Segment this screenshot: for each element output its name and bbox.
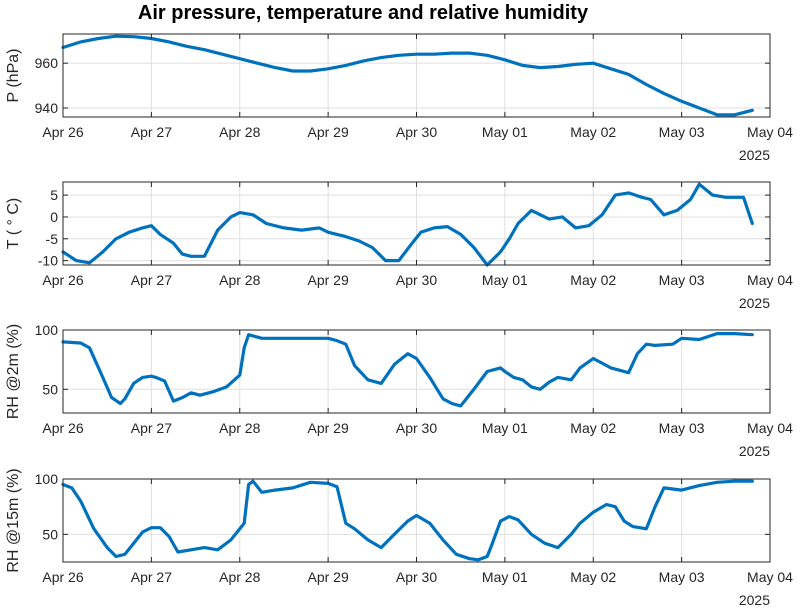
x-tick-label: Apr 28 <box>219 420 260 436</box>
x-tick-label: May 03 <box>659 272 705 288</box>
x-tick-label: May 01 <box>482 569 528 585</box>
y-tick-label: 0 <box>50 209 58 225</box>
x-tick-label: Apr 27 <box>131 272 172 288</box>
x-tick-label: Apr 27 <box>131 420 172 436</box>
x-tick-label: Apr 29 <box>308 272 349 288</box>
x-tick-label: May 02 <box>570 420 616 436</box>
x-tick-label: Apr 29 <box>308 420 349 436</box>
x-year-label: 2025 <box>739 147 770 163</box>
x-tick-label: May 03 <box>659 569 705 585</box>
y-tick-label: 940 <box>35 100 59 116</box>
y-tick-label: 50 <box>42 381 58 397</box>
y-axis-label: T ( ° C) <box>5 198 22 249</box>
y-tick-label: 50 <box>42 526 58 542</box>
series-line-rh-15m <box>61 479 754 562</box>
x-tick-label: May 02 <box>570 124 616 140</box>
x-tick-label: Apr 29 <box>308 569 349 585</box>
panel-rh-15m: Apr 26 Apr 27 Apr 28 Apr 29 Apr 30 May 01 May … <box>5 468 793 608</box>
chart-panels: Apr 26 Apr 27 Apr 28 Apr 29 Apr 30 May 01 May … <box>5 33 793 608</box>
x-tick-label: May 03 <box>659 420 705 436</box>
y-tick-label: 100 <box>35 471 59 487</box>
panel-pressure: Apr 26 Apr 27 Apr 28 Apr 29 Apr 30 May 01 May … <box>5 33 793 163</box>
panel-temperature: Apr 26 Apr 27 Apr 28 Apr 29 Apr 30 May 01 May … <box>5 181 793 311</box>
x-tick-label: May 01 <box>482 272 528 288</box>
x-tick-label: May 01 <box>482 420 528 436</box>
x-tick-label: Apr 30 <box>396 569 437 585</box>
y-axis-label: RH @15m (%) <box>5 468 22 572</box>
y-axis-label: RH @2m (%) <box>5 324 22 419</box>
x-tick-label: Apr 26 <box>42 420 83 436</box>
series-line-pressure <box>61 34 754 117</box>
x-year-label: 2025 <box>739 443 770 459</box>
x-tick-label: Apr 27 <box>131 569 172 585</box>
x-tick-label: May 02 <box>570 272 616 288</box>
x-tick-label: Apr 29 <box>308 124 349 140</box>
x-tick-label: Apr 30 <box>396 272 437 288</box>
y-tick-label: -10 <box>38 253 58 269</box>
x-tick-label: May 02 <box>570 569 616 585</box>
x-tick-label: May 04 <box>747 569 793 585</box>
y-tick-label: 100 <box>35 322 59 338</box>
y-axis-label: P (hPa) <box>5 49 22 103</box>
x-tick-label: Apr 28 <box>219 272 260 288</box>
x-tick-label: Apr 27 <box>131 124 172 140</box>
chart-title: Air pressure, temperature and relative h… <box>138 2 589 24</box>
x-tick-label: May 04 <box>747 272 793 288</box>
x-tick-label: May 04 <box>747 420 793 436</box>
x-year-label: 2025 <box>739 592 770 608</box>
x-tick-label: May 04 <box>747 124 793 140</box>
x-tick-label: Apr 26 <box>42 124 83 140</box>
y-tick-label: 5 <box>50 187 58 203</box>
panel-rh-2m: Apr 26 Apr 27 Apr 28 Apr 29 Apr 30 May 01 May … <box>5 322 793 459</box>
x-tick-label: Apr 28 <box>219 569 260 585</box>
series-line-rh-2m <box>61 332 754 408</box>
x-tick-label: Apr 28 <box>219 124 260 140</box>
series-line-temperature <box>61 182 754 267</box>
y-tick-label: -5 <box>46 231 59 247</box>
x-year-label: 2025 <box>739 295 770 311</box>
x-tick-label: Apr 26 <box>42 569 83 585</box>
x-tick-label: Apr 26 <box>42 272 83 288</box>
y-tick-label: 960 <box>35 55 59 71</box>
x-tick-label: May 03 <box>659 124 705 140</box>
x-tick-label: Apr 30 <box>396 420 437 436</box>
x-tick-label: May 01 <box>482 124 528 140</box>
x-tick-label: Apr 30 <box>396 124 437 140</box>
